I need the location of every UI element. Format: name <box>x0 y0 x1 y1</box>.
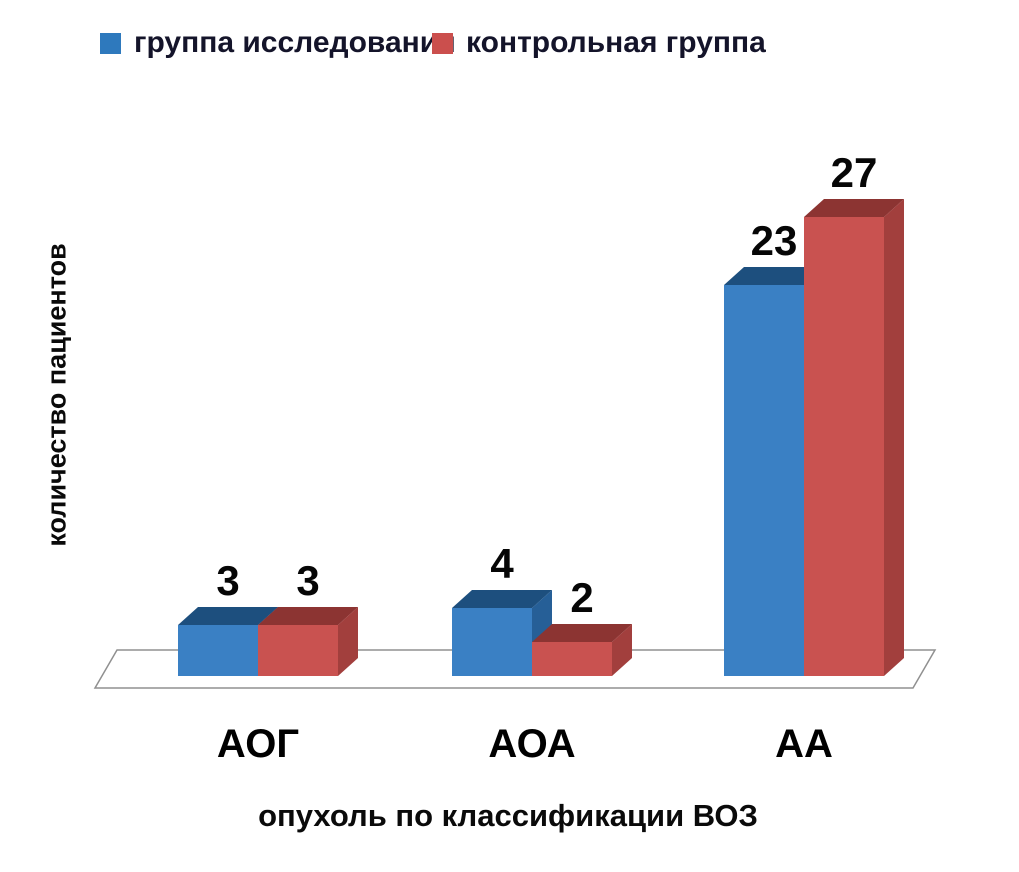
legend-item-control-group: контрольная группа <box>432 26 766 60</box>
legend-label-control-group: контрольная группа <box>466 26 766 59</box>
value-label-s1-c1: 2 <box>570 574 593 621</box>
value-label-s0-c2: 23 <box>751 217 798 264</box>
bar-top-s1-c1 <box>532 624 632 642</box>
bar-top-s1-c2 <box>804 199 904 217</box>
legend-label-study-group: группа исследования <box>134 26 456 59</box>
x-tick-label-aog: АОГ <box>216 722 300 766</box>
bar-top-s0-c0 <box>178 607 278 625</box>
bar-front-s1-c2 <box>804 217 884 676</box>
bar-top-s0-c2 <box>724 267 824 285</box>
bar-front-s1-c1 <box>532 642 612 676</box>
x-tick-label-aa: АА <box>775 722 833 766</box>
legend-item-study-group: группа исследования <box>100 26 456 60</box>
bar-side-s1-c1 <box>612 624 632 676</box>
bar-top-s1-c0 <box>258 607 358 625</box>
bar-side-s1-c2 <box>884 199 904 676</box>
value-label-s1-c2: 27 <box>831 149 878 196</box>
bar-side-s1-c0 <box>338 607 358 676</box>
bar-front-s0-c1 <box>452 608 532 676</box>
x-axis-title: опухоль по классификации ВОЗ <box>258 798 758 833</box>
bar-front-s1-c0 <box>258 625 338 676</box>
legend: группа исследования контрольная группа <box>0 26 1019 70</box>
x-tick-label-aoa: АОА <box>488 722 576 766</box>
bar-top-s0-c1 <box>452 590 552 608</box>
bar-front-s0-c0 <box>178 625 258 676</box>
legend-swatch-blue-icon <box>100 32 121 54</box>
legend-swatch-red-icon <box>432 32 453 54</box>
value-label-s0-c0: 3 <box>216 557 239 604</box>
value-label-s1-c0: 3 <box>296 557 319 604</box>
value-label-s0-c1: 4 <box>490 540 514 587</box>
bar-front-s0-c2 <box>724 285 804 676</box>
